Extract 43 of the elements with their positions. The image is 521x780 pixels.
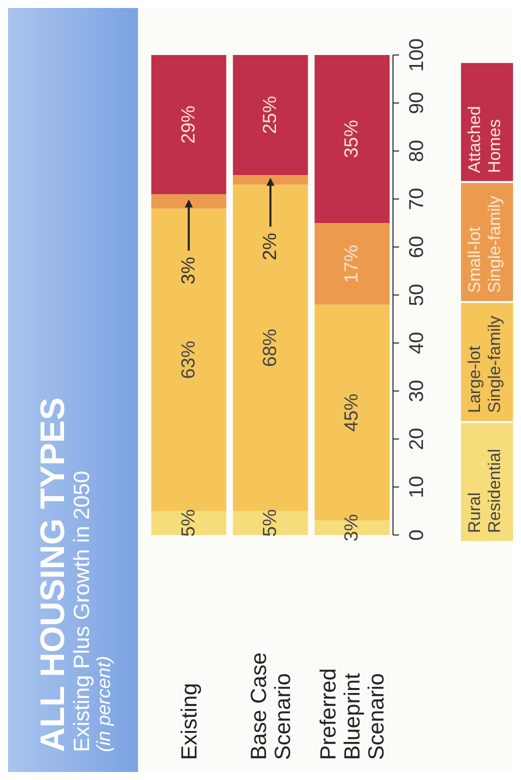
data-label: 68%: [260, 328, 281, 367]
data-label: 63%: [178, 340, 200, 379]
data-label: 3%: [342, 514, 363, 542]
bar: [232, 175, 308, 185]
data-label: 45%: [342, 393, 363, 432]
data-label: 25%: [260, 96, 281, 134]
y-tick-label: 20: [406, 428, 428, 450]
data-label: 5%: [260, 509, 281, 537]
x-tick-label: Base Case Scenario: [246, 652, 295, 760]
bar: [151, 511, 226, 535]
x-tick-label: Existing: [176, 682, 202, 760]
data-label: 35%: [342, 120, 363, 158]
y-tick-label: 50: [406, 284, 428, 306]
text: ALL HOUSING TYPES: [34, 396, 72, 752]
y-tick-label: 70: [406, 188, 428, 210]
bar: [232, 55, 308, 175]
text: Large-lot Single-family: [461, 303, 513, 421]
y-tick-label: 100: [406, 38, 428, 72]
y-tick-label: 90: [406, 92, 428, 114]
data-label: 5%: [178, 509, 200, 537]
y-tick-label: 80: [406, 140, 428, 162]
y-tick-label: 0: [406, 529, 428, 541]
data-label: 3%: [178, 256, 200, 284]
bar: [232, 511, 308, 535]
text: Rural Residential: [461, 423, 513, 541]
data-label: 29%: [178, 105, 200, 144]
y-tick-label: 10: [406, 476, 428, 498]
y-tick-label: 60: [406, 236, 428, 258]
text: Small-lot Single-family: [461, 183, 513, 301]
y-tick-label: 30: [406, 380, 428, 402]
bar: [151, 55, 226, 194]
data-label: 17%: [342, 244, 363, 283]
text: Existing Plus Growth in 2050: [69, 470, 94, 752]
y-tick-label: 40: [406, 332, 428, 354]
text: (in percent): [94, 654, 116, 752]
data-label: 2%: [260, 232, 281, 260]
bar: [151, 194, 226, 209]
text: Attached Homes: [461, 63, 513, 181]
bar: [314, 223, 390, 305]
bar: [232, 184, 308, 511]
bar: [151, 208, 226, 511]
x-tick-label: Preferred Blueprint Scenario: [316, 668, 389, 760]
bar: [314, 55, 390, 223]
